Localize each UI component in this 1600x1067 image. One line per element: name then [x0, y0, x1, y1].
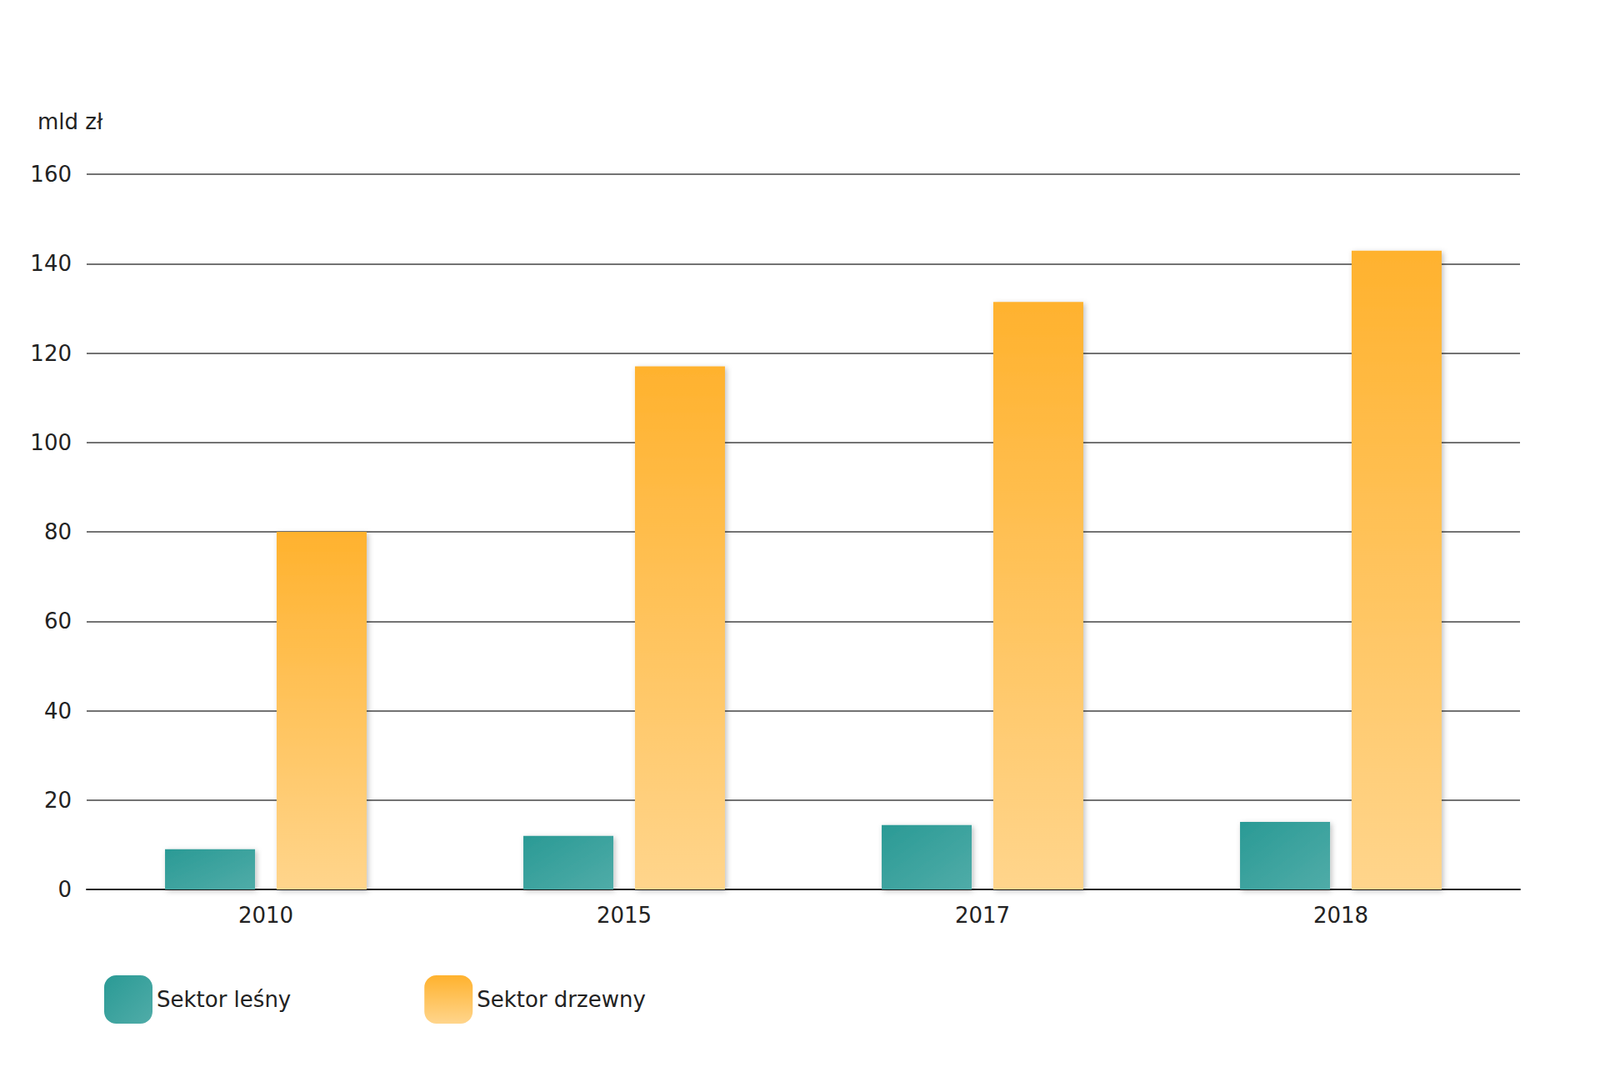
svg-text:80: 80 — [44, 519, 72, 545]
svg-text:0: 0 — [57, 876, 72, 902]
svg-text:140: 140 — [30, 250, 72, 276]
svg-text:2018: 2018 — [1313, 902, 1369, 928]
svg-text:120: 120 — [30, 340, 72, 366]
svg-text:40: 40 — [44, 698, 72, 724]
svg-text:100: 100 — [30, 430, 72, 455]
svg-text:160: 160 — [30, 161, 72, 187]
svg-text:Sektor drzewny: Sektor drzewny — [476, 986, 646, 1012]
svg-text:Sektor leśny: Sektor leśny — [156, 986, 291, 1012]
svg-text:2015: 2015 — [596, 902, 652, 928]
svg-text:mld zł: mld zł — [37, 109, 104, 135]
svg-text:2017: 2017 — [955, 902, 1010, 928]
svg-text:2010: 2010 — [238, 902, 294, 928]
svg-text:20: 20 — [44, 787, 72, 813]
svg-text:60: 60 — [44, 608, 72, 634]
